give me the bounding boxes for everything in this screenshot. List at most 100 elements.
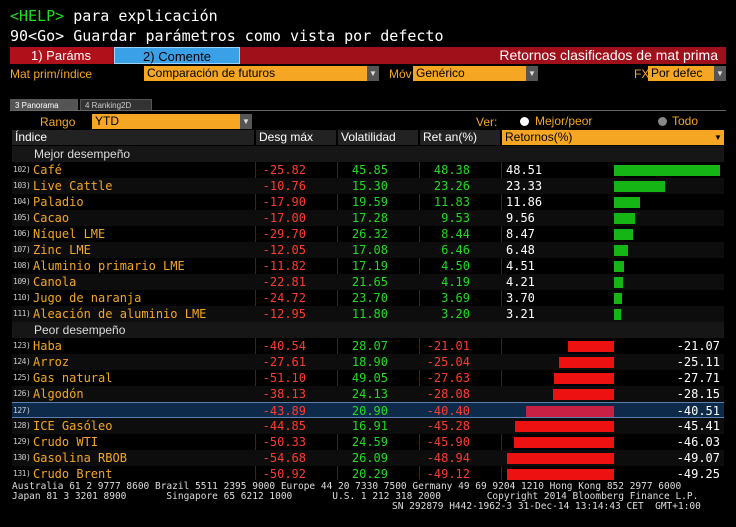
table-row[interactable]: 107) Zinc LME -12.05 17.08 6.46 6.48 (12, 242, 724, 258)
table-row[interactable]: 127) -43.89 20.90 -40.40 -40.51 (12, 402, 724, 418)
return-bar (614, 245, 628, 256)
col-header-maxdd[interactable]: Desg máx (256, 130, 336, 145)
commodity-name[interactable]: Café (33, 163, 62, 177)
row-number[interactable]: 124) (13, 357, 31, 366)
row-number[interactable]: 105) (13, 213, 31, 222)
commodity-name[interactable]: Cacao (33, 211, 70, 225)
table-row[interactable]: 125) Gas natural -51.10 49.05 -27.63 -27.71 (12, 370, 724, 386)
help-line[interactable]: <HELP> para explicación (10, 6, 218, 26)
volatility: 26.32 (351, 227, 388, 241)
help-key[interactable]: <HELP> (10, 7, 65, 25)
table-row[interactable]: 103) Live Cattle -10.76 15.30 23.26 23.33 (12, 178, 724, 194)
tab-params[interactable]: 1) Paráms (10, 47, 112, 64)
col-header-returns[interactable]: Retornos(%) ▼ (502, 130, 724, 145)
commodity-name[interactable]: Aluminio primario LME (33, 259, 185, 273)
chevron-down-icon[interactable]: ▼ (367, 66, 379, 81)
chevron-down-icon[interactable]: ▼ (526, 66, 538, 81)
chevron-down-icon[interactable]: ▼ (712, 130, 724, 145)
commodity-name[interactable]: Gas natural (33, 371, 113, 385)
chevron-down-icon[interactable]: ▼ (714, 66, 726, 81)
table-row[interactable]: 105) Cacao -17.00 17.28 9.53 9.56 (12, 210, 724, 226)
return-value: -49.25 (676, 467, 720, 481)
table-row[interactable]: 130) Gasolina RBOB -54.68 26.09 -48.94 -49.07 (12, 450, 724, 466)
annual-return: 48.38 (433, 163, 470, 177)
radio-best-worst-label[interactable]: Mejor/peor (535, 114, 593, 128)
tab-comment[interactable]: 2) Comente (114, 47, 240, 64)
row-number[interactable]: 104) (13, 197, 31, 206)
return-bar (614, 277, 623, 288)
commodity-name[interactable]: Crudo Brent (33, 467, 113, 481)
go-key[interactable]: 90<Go> (10, 27, 65, 45)
commodity-name[interactable]: Live Cattle (33, 179, 113, 193)
col-header-annret[interactable]: Ret an(%) (420, 130, 500, 145)
commodity-name[interactable]: Haba (33, 339, 62, 353)
chevron-down-icon[interactable]: ▼ (240, 114, 252, 129)
fx-dropdown[interactable]: Por defec ▼ (648, 66, 726, 81)
row-number[interactable]: 127) (13, 406, 31, 415)
annual-return: 9.53 (441, 211, 470, 225)
commodity-name[interactable]: Aleación de aluminio LME (33, 307, 207, 321)
radio-all-label[interactable]: Todo (672, 114, 699, 128)
volatility: 17.08 (351, 243, 388, 257)
commodity-name[interactable]: Algodón (33, 387, 84, 401)
row-number[interactable]: 107) (13, 245, 31, 254)
row-number[interactable]: 106) (13, 229, 31, 238)
radio-all[interactable] (658, 117, 667, 126)
row-number[interactable]: 125) (13, 373, 31, 382)
return-value: 4.21 (506, 275, 535, 289)
commodity-name[interactable]: Níquel LME (33, 227, 106, 241)
return-bar (614, 309, 621, 320)
table-row[interactable]: 102) Café -25.82 45.85 48.38 48.51 (12, 162, 724, 178)
mov-dropdown[interactable]: Genérico ▼ (413, 66, 538, 81)
table-row[interactable]: 129) Crudo WTI -50.33 24.59 -45.90 -46.03 (12, 434, 724, 450)
range-label: Rango (40, 115, 76, 129)
table-row[interactable]: 108) Aluminio primario LME -11.82 17.19 4.50… (12, 258, 724, 274)
row-number[interactable]: 131) (13, 469, 31, 478)
max-drawdown: -10.76 (262, 179, 306, 193)
row-number[interactable]: 110) (13, 293, 31, 302)
row-number[interactable]: 130) (13, 453, 31, 462)
row-number[interactable]: 123) (13, 341, 31, 350)
commodity-name[interactable]: Zinc LME (33, 243, 91, 257)
table-row[interactable]: 110) Jugo de naranja -24.72 23.70 3.69 3.70 (12, 290, 724, 306)
commodity-name[interactable]: Gasolina RBOB (33, 451, 127, 465)
table-row[interactable]: 104) Paladio -17.90 19.59 11.83 11.86 (12, 194, 724, 210)
col-header-index[interactable]: Índice (12, 130, 254, 145)
commodity-name[interactable]: Jugo de naranja (33, 291, 142, 305)
return-bar (515, 421, 614, 432)
row-number[interactable]: 109) (13, 277, 31, 286)
radio-best-worst[interactable] (520, 117, 529, 126)
annual-return: -28.08 (426, 387, 470, 401)
row-number[interactable]: 103) (13, 181, 31, 190)
commodity-name[interactable]: Crudo WTI (33, 435, 99, 449)
row-number[interactable]: 111) (13, 309, 31, 318)
commodity-name[interactable]: Paladio (33, 195, 84, 209)
return-value: -40.51 (676, 404, 720, 418)
table-row[interactable]: 109) Canola -22.81 21.65 4.19 4.21 (12, 274, 724, 290)
annual-return: -49.12 (426, 467, 470, 481)
row-number[interactable]: 108) (13, 261, 31, 270)
table-row[interactable]: 126) Algodón -38.13 24.13 -28.08 -28.15 (12, 386, 724, 402)
commodity-name[interactable]: Canola (33, 275, 77, 289)
range-dropdown[interactable]: YTD ▼ (92, 114, 252, 129)
max-drawdown: -24.72 (262, 291, 306, 305)
max-drawdown: -43.89 (262, 404, 306, 418)
table-row[interactable]: 131) Crudo Brent -50.92 20.29 -49.12 -49.25 (12, 466, 724, 482)
return-value: -49.07 (676, 451, 720, 465)
save-default-line[interactable]: 90<Go> Guardar parámetros como vista por… (10, 26, 443, 46)
commodity-name[interactable]: Arroz (33, 355, 70, 369)
range-value: YTD (95, 114, 119, 128)
commodity-name[interactable]: ICE Gasóleo (33, 419, 113, 433)
col-header-volatility[interactable]: Volatilidad (338, 130, 418, 145)
table-row[interactable]: 124) Arroz -27.61 18.90 -25.04 -25.11 (12, 354, 724, 370)
table-row[interactable]: 123) Haba -40.54 28.07 -21.01 -21.07 (12, 338, 724, 354)
row-number[interactable]: 126) (13, 389, 31, 398)
row-number[interactable]: 102) (13, 165, 31, 174)
table-row[interactable]: 111) Aleación de aluminio LME -12.95 11.80 3… (12, 306, 724, 322)
table-row[interactable]: 106) Níquel LME -29.70 26.32 8.44 8.47 (12, 226, 724, 242)
row-number[interactable]: 128) (13, 421, 31, 430)
matprim-dropdown[interactable]: Comparación de futuros ▼ (144, 66, 379, 81)
row-number[interactable]: 129) (13, 437, 31, 446)
return-value: -21.07 (676, 339, 720, 353)
table-row[interactable]: 128) ICE Gasóleo -44.85 16.91 -45.28 -45.41 (12, 418, 724, 434)
